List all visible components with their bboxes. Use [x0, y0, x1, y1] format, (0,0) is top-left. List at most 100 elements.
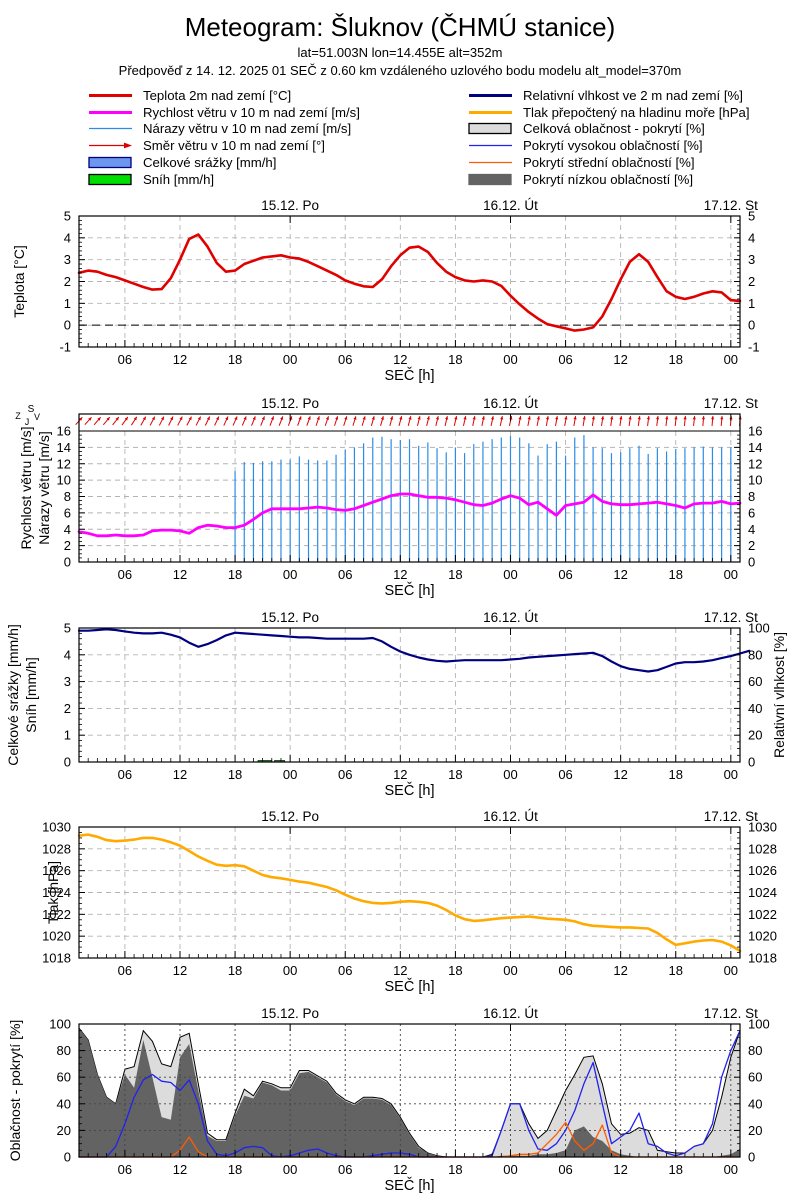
x-tick-label: 12: [613, 767, 627, 782]
wind-arrow-head: [701, 416, 706, 420]
y-tick-label: 1028: [42, 841, 71, 856]
legend-item-label: Tlak přepočtený na hladinu moře [hPa]: [523, 104, 750, 120]
legend-item-label: Relativní vlhkost ve 2 m nad zemí [%]: [523, 87, 743, 103]
legend-swatch-line-icon: [469, 93, 512, 97]
wind-arrow-head: [601, 416, 605, 420]
y-tick-label: 6: [64, 505, 71, 520]
x-tick-label: 12: [613, 1162, 627, 1177]
wind-direction-arrows: [75, 415, 742, 427]
wind-arrow-head: [206, 416, 210, 421]
y-tick-label: 1018: [748, 951, 777, 966]
x-tick-label: 06: [558, 352, 572, 367]
wind-arrow-head: [225, 416, 229, 421]
y-tick-label: 20: [748, 1123, 762, 1138]
wind-arrow-head: [234, 416, 238, 421]
wind-arrow-head: [591, 416, 595, 420]
y-axis-title: Sníh [mm/h]: [23, 657, 39, 732]
legend-swatch-box-icon: [88, 173, 132, 186]
legend-item: Pokrytí nízkou oblačností [%]: [468, 171, 750, 188]
y-axis-title: Celkové srážky [mm/h]: [5, 624, 21, 766]
y-axis-title: Rychlost větru [m/s]: [18, 427, 34, 550]
wind-arrow-head: [161, 416, 164, 421]
y-tick-label: 0: [748, 318, 755, 333]
day-label: 16.12. Út: [483, 1006, 538, 1021]
temperature-line: [77, 233, 742, 332]
x-tick-label: 18: [228, 963, 242, 978]
y-tick-label: 2: [64, 538, 71, 553]
wind-arrow-head: [527, 416, 531, 420]
y-tick-label: 5: [64, 209, 71, 224]
wind-arrow-head: [353, 416, 357, 420]
y-tick-label: 60: [57, 1070, 71, 1085]
legend-item-label: Rychlost větru v 10 m nad zemí [m/s]: [143, 104, 360, 120]
y-axis-title: Tlak [hPa]: [45, 861, 61, 924]
wind-arrow-head: [656, 416, 660, 420]
wind-arrow-head: [545, 416, 550, 420]
wind-arrow-head: [454, 416, 458, 420]
day-label: 17.12. St: [704, 396, 758, 411]
legend-item: Celkové srážky [mm/h]: [88, 154, 360, 171]
wind-arrow-head: [445, 416, 449, 420]
wind-arrow-head: [307, 416, 311, 420]
x-tick-label: 06: [118, 352, 132, 367]
plot-frame: [78, 627, 741, 763]
y-tick-label: 8: [748, 489, 755, 504]
y-tick-label: 2: [64, 274, 71, 289]
day-label: 16.12. Út: [483, 396, 538, 411]
y-tick-label: 1: [64, 296, 71, 311]
y-tick-label: 1030: [748, 820, 777, 835]
wind-arrow-head: [188, 416, 192, 421]
day-label: 17.12. St: [704, 198, 758, 213]
low-cloud-area: [79, 1028, 740, 1157]
legend-swatch-box-icon: [468, 173, 512, 186]
x-tick-label: 12: [613, 567, 627, 582]
y-tick-label: 60: [748, 674, 762, 689]
legend-item: Relativní vlhkost ve 2 m nad zemí [%]: [468, 87, 750, 104]
compass-west: Z: [15, 411, 21, 421]
compass-north: S: [28, 404, 35, 415]
legend-column-right: Relativní vlhkost ve 2 m nad zemí [%] Tla…: [468, 87, 750, 188]
legend-swatch-box-icon: [88, 156, 132, 169]
compass-east: V: [34, 412, 40, 422]
x-tick-label: 00: [283, 963, 297, 978]
x-tick-label: 12: [393, 567, 407, 582]
wind-arrow-head: [408, 416, 412, 420]
wind-arrow-head: [665, 416, 669, 420]
y-tick-label: 2: [64, 701, 71, 716]
y-tick-label: 100: [49, 1017, 71, 1032]
x-tick-label: 06: [558, 767, 572, 782]
x-tick-label: 18: [228, 352, 242, 367]
y-tick-label: 40: [57, 1096, 71, 1111]
legend-item-label: Teplota 2m nad zemí [°C]: [143, 87, 292, 103]
day-label: 17.12. St: [704, 809, 758, 824]
y-tick-label: 100: [748, 621, 770, 636]
y-tick-label: 3: [64, 252, 71, 267]
y-tick-label: 5: [748, 209, 755, 224]
day-label: 15.12. Po: [261, 198, 319, 213]
x-tick-label: 00: [724, 963, 738, 978]
x-tick-label: 06: [338, 567, 352, 582]
x-tick-label: 00: [724, 567, 738, 582]
x-tick-label: 12: [173, 767, 187, 782]
legend-column-left: Teplota 2m nad zemí [°C] Rychlost větru v…: [88, 87, 360, 188]
x-tick-label: 06: [338, 963, 352, 978]
y-tick-label: 12: [57, 456, 71, 471]
wind-arrow-head: [518, 416, 522, 420]
x-tick-label: 00: [724, 352, 738, 367]
day-label: 16.12. Út: [483, 610, 538, 625]
y-tick-label: 80: [748, 647, 762, 662]
x-tick-label: 06: [118, 767, 132, 782]
subtitle-forecast-info: Předpověď z 14. 12. 2025 01 SEČ z 0.60 k…: [118, 63, 682, 78]
x-tick-label: 06: [338, 1162, 352, 1177]
pressure-chart: 1018 1020 1022 1024 1026 1028 1030 1018 1020 1022…: [42, 809, 777, 995]
x-tick-label: 06: [118, 963, 132, 978]
y-tick-label: -1: [59, 340, 71, 355]
wind-arrow-head: [646, 416, 650, 420]
wind-arrow-head: [335, 416, 339, 420]
y-tick-label: 0: [748, 555, 755, 570]
legend-item: Směr větru v 10 m nad zemí [°]: [88, 137, 360, 154]
y-tick-label: 4: [748, 522, 755, 537]
x-tick-label: 12: [613, 352, 627, 367]
y-tick-label: 1020: [748, 929, 777, 944]
